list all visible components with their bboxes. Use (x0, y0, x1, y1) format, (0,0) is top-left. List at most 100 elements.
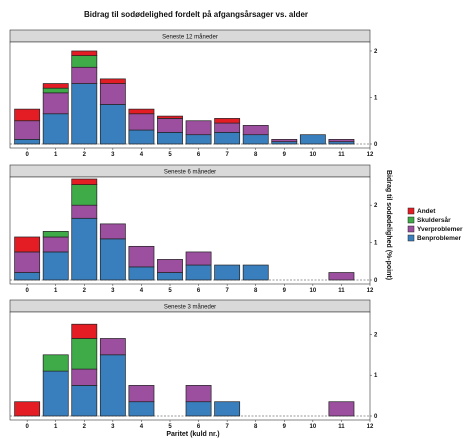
x-tick-label: 7 (225, 152, 229, 158)
legend-swatch (407, 225, 415, 233)
bar-segment (71, 184, 98, 206)
bar-segment (157, 272, 183, 281)
bar-segment (242, 125, 269, 136)
bar-segment (42, 370, 69, 417)
bar-segment (328, 272, 355, 281)
bar-segment (14, 272, 41, 281)
bar-segment (242, 134, 269, 145)
bar-segment (71, 83, 98, 145)
bar-segment (214, 401, 241, 417)
x-tick-label: 7 (225, 424, 229, 430)
bar-segment (128, 108, 155, 115)
x-tick-label: 0 (25, 424, 29, 430)
bar-segment (71, 338, 98, 370)
bar-segment (185, 120, 212, 136)
bar-segment (99, 78, 126, 84)
bar-segment (71, 178, 98, 185)
bar-segment (14, 251, 41, 273)
bar-segment (328, 138, 355, 143)
bar-segment (157, 115, 183, 119)
bar-segment (42, 236, 69, 253)
bar-segment (71, 66, 98, 84)
x-tick-label: 4 (140, 152, 144, 158)
panel-strip-label: Seneste 3 måneder (164, 304, 216, 311)
bar-segment (14, 120, 41, 140)
bar-segment (71, 385, 98, 417)
bar-segment (214, 132, 241, 145)
x-tick-label: 10 (310, 152, 317, 158)
bar-segment (42, 92, 69, 115)
bar-segment (214, 264, 241, 281)
x-tick-label: 2 (83, 152, 87, 158)
legend-label: Yverproblemer (417, 226, 463, 233)
y-tick-label: 0 (374, 414, 378, 420)
legend-label: Skuldersår (417, 216, 451, 224)
x-tick-label: 8 (254, 288, 258, 294)
x-tick-label: 5 (168, 288, 172, 294)
bar-segment (14, 401, 41, 417)
bar-segment (99, 238, 126, 281)
x-tick-label: 7 (225, 288, 229, 294)
y-axis-title: Bidrag til sodødelighed (%-point) (385, 170, 392, 280)
x-tick-label: 6 (197, 424, 201, 430)
bar-segment (42, 87, 69, 94)
bar-segment (99, 223, 126, 240)
bar-segment (128, 245, 155, 268)
bar-segment (71, 217, 98, 281)
x-tick-label: 9 (283, 288, 287, 294)
x-tick-label: 4 (140, 288, 144, 294)
chart-title: Bidrag til sodødelighed fordelt på afgan… (84, 10, 308, 19)
x-tick-label: 9 (283, 152, 287, 158)
bar-segment (71, 323, 98, 339)
bar-segment (42, 113, 69, 145)
legend-swatch (407, 234, 415, 242)
bar-segment (185, 385, 212, 403)
x-tick-label: 12 (367, 152, 374, 158)
x-tick-label: 3 (111, 152, 115, 158)
x-tick-label: 4 (140, 424, 144, 430)
x-tick-label: 8 (254, 424, 258, 430)
bar-segment (99, 338, 126, 356)
bar-segment (42, 83, 69, 89)
bar-segment (185, 134, 212, 145)
x-tick-label: 11 (338, 152, 345, 158)
bar-segment (71, 50, 98, 56)
x-tick-label: 0 (25, 152, 29, 158)
y-tick-label: 0 (374, 278, 378, 284)
bar-segment (128, 401, 155, 417)
x-tick-label: 2 (83, 288, 87, 294)
bar-segment (185, 264, 212, 281)
bar-segment (14, 108, 41, 122)
bar-segment (185, 251, 212, 266)
bar-segment (71, 368, 98, 386)
bar-segment (99, 354, 126, 417)
bar-segment (71, 55, 98, 68)
bar-segment (328, 401, 355, 417)
y-tick-label: 1 (374, 241, 378, 247)
x-tick-label: 6 (197, 288, 201, 294)
bar-segment (128, 385, 155, 403)
y-tick-label: 1 (374, 373, 378, 379)
x-tick-label: 5 (168, 424, 172, 430)
bar-segment (214, 122, 241, 133)
bar-segment (99, 83, 126, 105)
bar-segment (157, 118, 183, 133)
x-tick-label: 1 (54, 288, 58, 294)
x-tick-label: 1 (54, 424, 58, 430)
x-tick-label: 3 (111, 424, 115, 430)
y-tick-label: 2 (374, 203, 378, 209)
legend-label: Benproblemer (417, 235, 462, 242)
bar-segment (14, 236, 41, 253)
bar-segment (128, 113, 155, 131)
x-tick-label: 12 (367, 424, 374, 430)
x-tick-label: 11 (338, 424, 345, 430)
x-tick-label: 2 (83, 424, 87, 430)
bar-segment (299, 134, 326, 145)
x-tick-label: 1 (54, 152, 58, 158)
y-tick-label: 0 (374, 142, 378, 148)
bar-segment (14, 138, 41, 145)
